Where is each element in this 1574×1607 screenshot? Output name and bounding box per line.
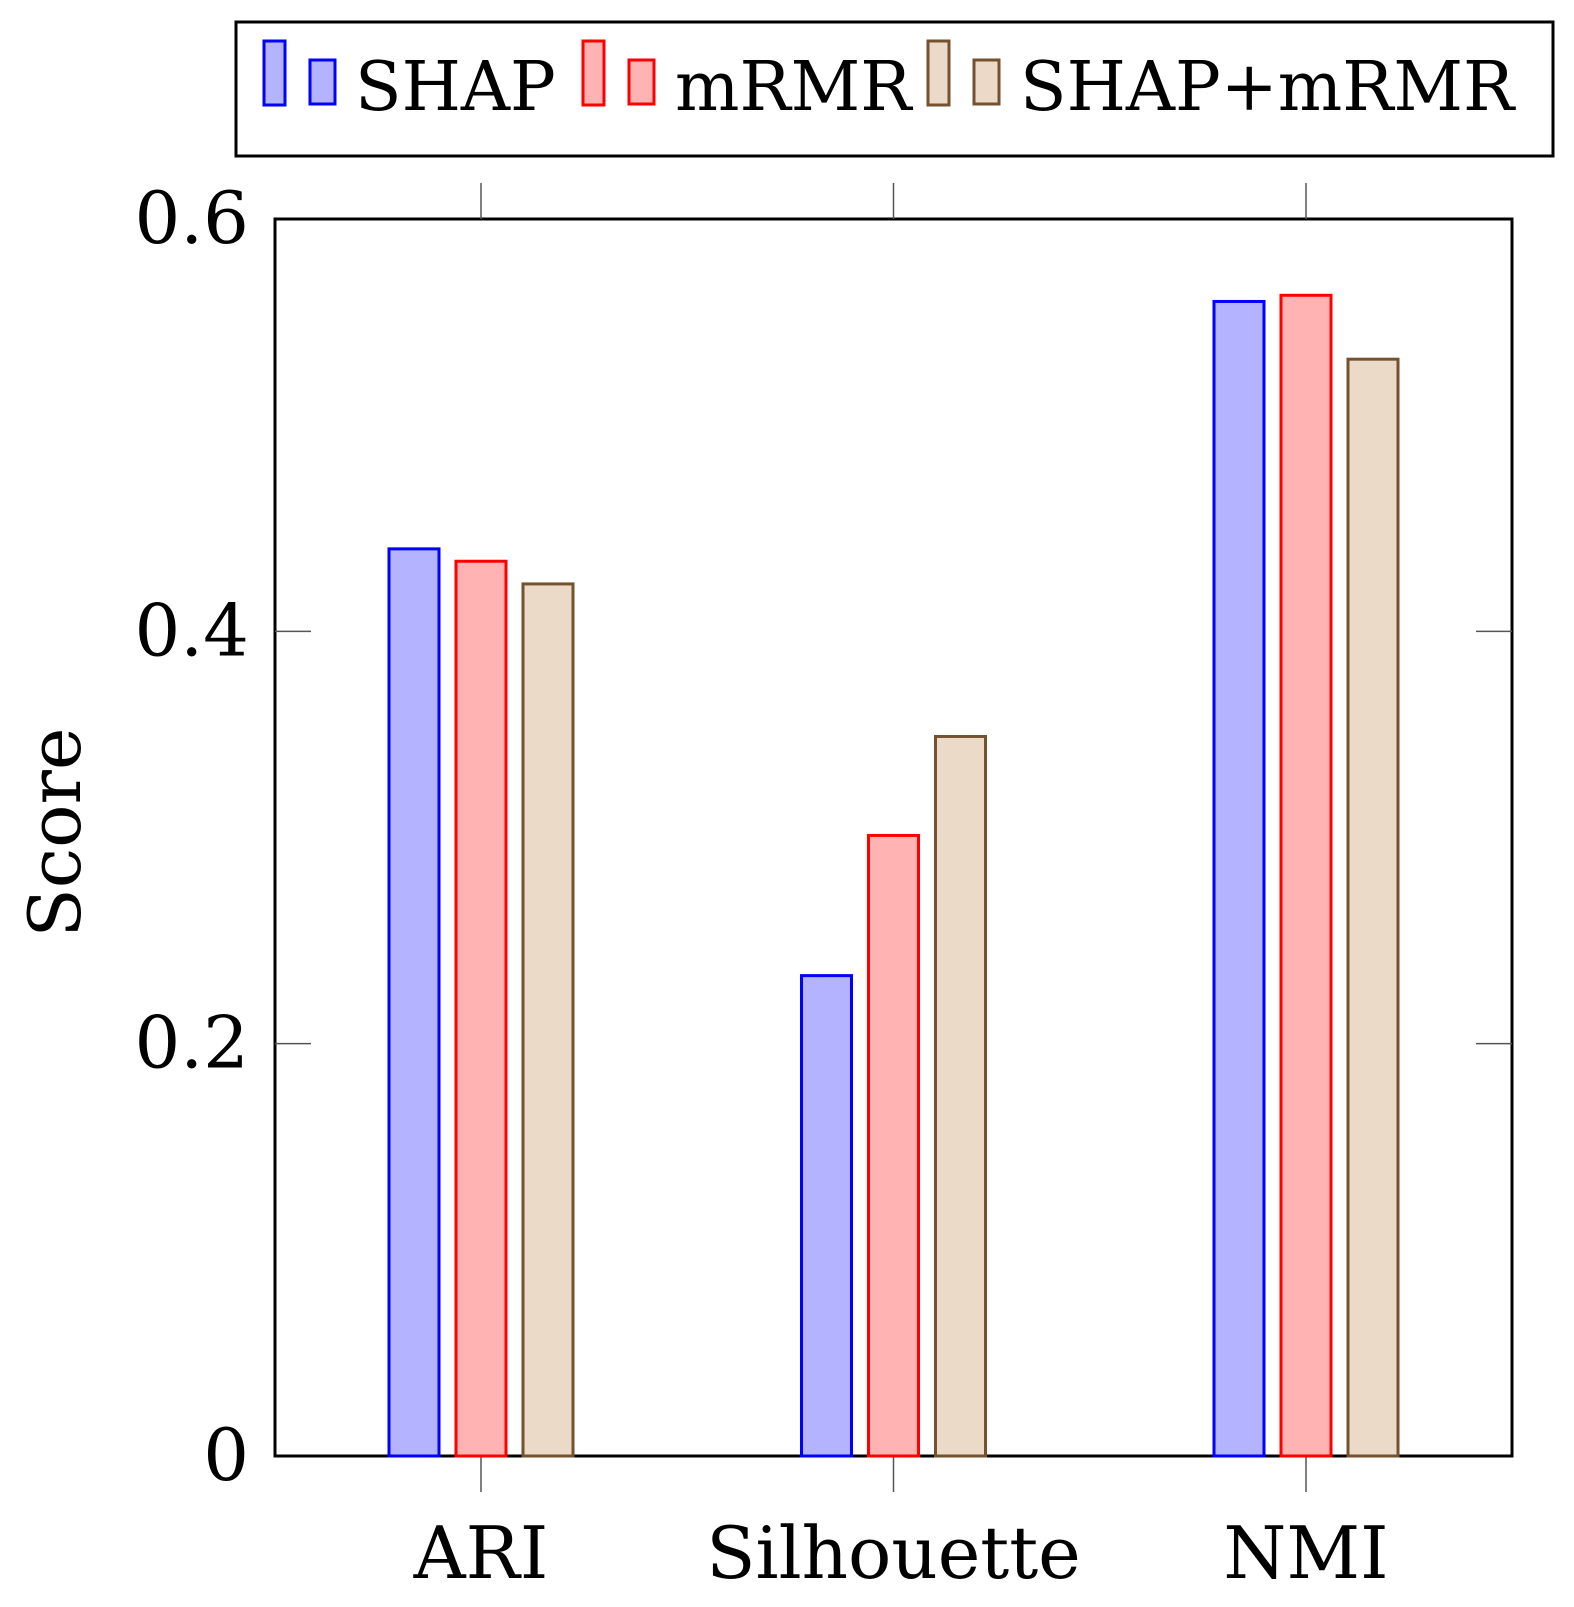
bar-mrmr-ari: [454, 559, 508, 1458]
legend-swatch-area: [972, 58, 1001, 106]
legend-swatch-bar: [262, 39, 287, 107]
legend-box: [234, 20, 1555, 158]
bar-shap-silhouette: [800, 974, 853, 1458]
legend-label: mRMR: [675, 48, 913, 127]
x-tick-label: NMI: [1223, 1511, 1388, 1595]
legend-swatch-bar: [581, 39, 606, 107]
y-axis-label: Score: [13, 727, 97, 937]
y-tick-label: 0: [203, 1413, 249, 1497]
x-tick-label: ARI: [413, 1511, 549, 1595]
y-tick-label: 0.2: [134, 1001, 249, 1085]
bars: [387, 293, 1400, 1458]
bar-shap-mrmr-ari: [521, 582, 575, 1458]
y-tick-label: 0.4: [134, 588, 249, 672]
bar-shap-ari: [387, 547, 441, 1458]
bar-mrmr-silhouette: [867, 833, 920, 1458]
legend-swatch-area: [308, 58, 337, 106]
legend-label: SHAP+mRMR: [1020, 48, 1516, 127]
bar-shap-nmi: [1212, 299, 1266, 1458]
bar-mrmr-nmi: [1279, 293, 1333, 1458]
bar-shap-mrmr-silhouette: [934, 734, 987, 1458]
legend: SHAP mRMR SHAP+mRMR: [234, 20, 1555, 158]
legend-swatch-area: [627, 58, 656, 106]
legend-label: SHAP: [355, 48, 556, 127]
y-tick-label: 0.6: [134, 176, 249, 260]
tick-labels: ARI Silhouette NMI 0 0.2 0.4 0.6 Score: [13, 176, 1389, 1595]
bar-shap-mrmr-nmi: [1346, 357, 1400, 1458]
legend-swatch-bar: [926, 39, 951, 107]
x-tick-label: Silhouette: [706, 1511, 1081, 1595]
